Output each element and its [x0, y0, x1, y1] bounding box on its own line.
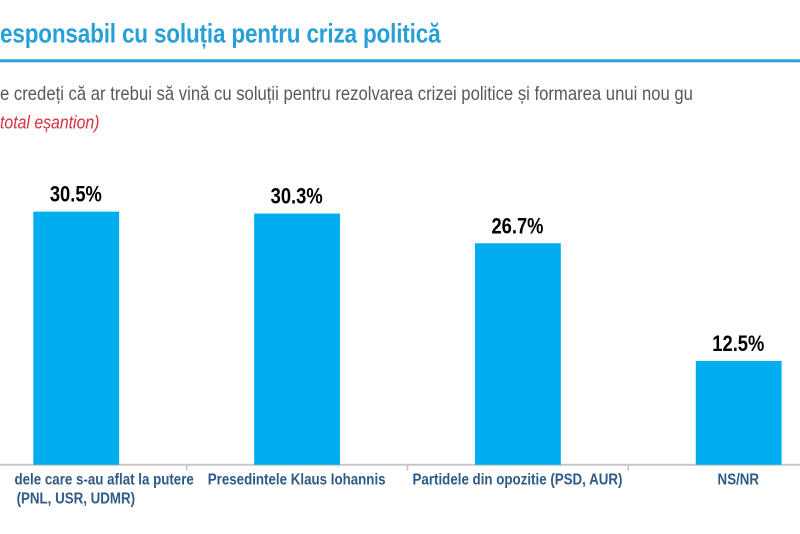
bar — [253, 213, 340, 465]
category-label: dele care s-au aflat la putere — [14, 471, 194, 489]
bar — [695, 360, 782, 465]
bar — [32, 211, 119, 465]
bar-value-label: 12.5% — [712, 331, 765, 357]
category-label: Partidele din opozitie (PSD, AUR) — [412, 471, 623, 489]
bar-value-label: 30.3% — [270, 183, 323, 209]
survey-question: e credeți că ar trebui să vină cu soluți… — [0, 83, 693, 105]
category-label: NS/NR — [717, 471, 760, 489]
category-label: (PNL, USR, UDMR) — [16, 490, 136, 508]
sample-note: total eșantion) — [0, 112, 100, 134]
bar-value-label: 30.5% — [49, 181, 102, 207]
bar-value-label: 26.7% — [491, 213, 544, 239]
x-axis — [0, 463, 800, 466]
title-underline — [0, 59, 800, 63]
axis-tick — [406, 464, 408, 471]
bar — [474, 243, 561, 465]
page-title: esponsabil cu soluția pentru criza polit… — [0, 18, 441, 49]
axis-tick — [185, 464, 188, 471]
category-label: Presedintele Klaus Iohannis — [207, 471, 386, 489]
axis-tick — [627, 464, 629, 471]
